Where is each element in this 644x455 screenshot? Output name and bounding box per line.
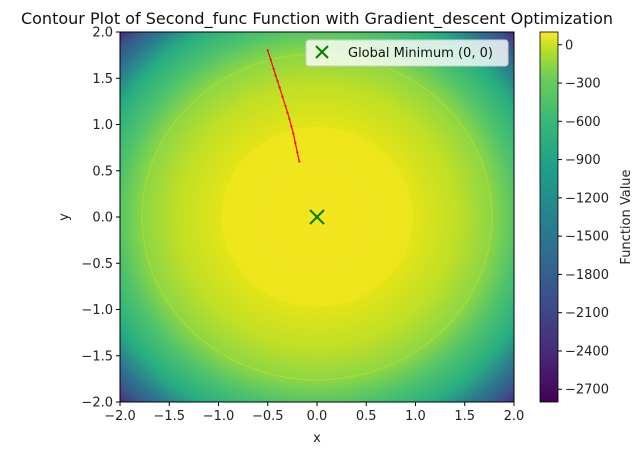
path-point — [292, 132, 295, 135]
x-axis-ticks: −2.0 −1.5 −1.0 −0.5 0.0 0.5 1.0 1.5 2.0 — [104, 402, 524, 424]
y-tick-label: 0.5 — [92, 164, 113, 179]
path-point — [294, 141, 297, 145]
x-tick-label: 2.0 — [504, 409, 525, 424]
y-tick-label: −0.5 — [81, 257, 113, 272]
path-point — [284, 104, 287, 108]
y-tick-label: −1.0 — [81, 303, 113, 318]
colorbar-label: Function Value — [619, 169, 634, 264]
legend-marker-x-icon — [315, 45, 329, 59]
path-point — [281, 95, 284, 98]
x-tick-label: 1.5 — [454, 409, 475, 424]
colorbar-tick-label: −1800 — [565, 268, 609, 283]
y-tick-label: −1.5 — [81, 349, 113, 364]
colorbar-tick-label: −900 — [565, 153, 601, 168]
global-minimum-marker — [309, 209, 325, 225]
y-tick-label: 0.0 — [92, 211, 113, 226]
colorbar — [539, 31, 559, 403]
minimum-marker-layer — [309, 209, 325, 225]
y-tick-label: −2.0 — [81, 396, 113, 411]
x-tick-label: −0.5 — [252, 409, 284, 424]
path-point — [272, 67, 275, 71]
y-tick-label: 1.5 — [92, 72, 113, 87]
x-tick-label: −1.0 — [203, 409, 235, 424]
path-point — [278, 86, 281, 89]
y-tick-label: 1.0 — [92, 118, 113, 133]
colorbar-tick-label: −1500 — [565, 230, 609, 245]
chart-title: Contour Plot of Second_func Function wit… — [21, 9, 613, 29]
path-point — [286, 111, 289, 114]
path-point — [288, 117, 291, 121]
path-point — [276, 79, 279, 83]
colorbar-tick-label: −1200 — [565, 191, 609, 206]
optimization-path — [266, 49, 301, 163]
x-tick-label: 0.5 — [356, 409, 377, 424]
x-axis-label: x — [313, 431, 321, 446]
colorbar-ticks: 0 −300 −600 −900 −1200 −1500 −1800 −2100 −2400 −2… — [558, 38, 609, 398]
colorbar-tick-label: 0 — [565, 38, 573, 53]
y-axis-label: y — [57, 213, 72, 221]
plot-area — [120, 32, 514, 402]
x-tick-label: 1.0 — [405, 409, 426, 424]
x-tick-label: 0.0 — [307, 409, 328, 424]
y-tick-label: 2.0 — [92, 26, 113, 41]
x-tick-label: −1.5 — [153, 409, 185, 424]
path-point — [296, 151, 299, 154]
colorbar-tick-label: −2700 — [565, 383, 609, 398]
legend-label: Global Minimum (0, 0) — [348, 46, 493, 61]
y-axis-ticks: −2.0 −1.5 −1.0 −0.5 0.0 0.5 1.0 1.5 2.0 — [81, 26, 120, 411]
path-point — [274, 74, 277, 77]
x-tick-label: −2.0 — [104, 409, 136, 424]
path-point — [266, 49, 269, 52]
path-point — [290, 125, 293, 128]
colorbar-tick-label: −2100 — [565, 306, 609, 321]
legend: Global Minimum (0, 0) — [305, 39, 509, 67]
path-point — [269, 58, 272, 61]
legend-box — [305, 39, 509, 67]
path-point — [298, 160, 301, 163]
colorbar-tick-label: −600 — [565, 115, 601, 130]
colorbar-tick-label: −300 — [565, 77, 601, 92]
colorbar-tick-label: −2400 — [565, 344, 609, 359]
